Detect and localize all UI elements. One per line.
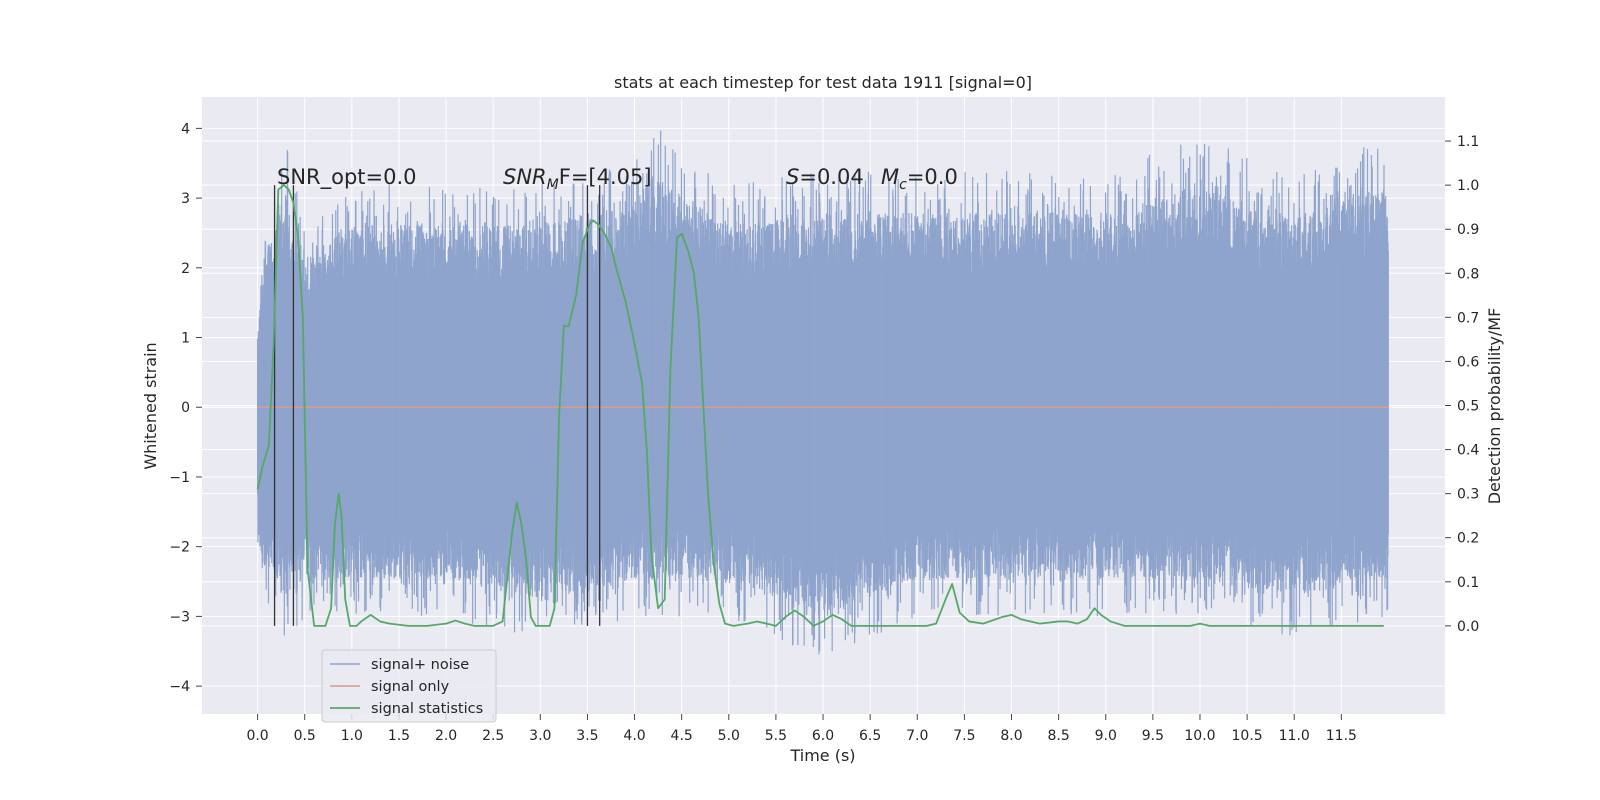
y-tick-label-left: −3 [169,609,190,625]
y-tick-label-right: 0.9 [1457,222,1479,238]
y-tick-label-left: 4 [181,121,190,137]
vertical-markers [273,185,601,626]
x-tick-label: 0.5 [294,728,316,744]
annotation-snr-mf-rest: F=[4.05] [559,165,652,189]
y-tick-label-right: 0.3 [1457,487,1479,503]
annotation-stat-mc-value: =0.0 [907,165,958,189]
x-tick-label: 1.5 [388,728,410,744]
x-tick-label: 1.0 [341,728,363,744]
x-tick-label: 8.5 [1047,728,1069,744]
y-tick-label-right: 0.0 [1457,619,1479,635]
annotation-snr-mf: SNRMF=[4.05] [503,165,652,193]
annotation-stat-s: S=0.04 [786,165,864,189]
x-tick-label: 3.5 [576,728,598,744]
x-tick-label: 9.5 [1142,728,1164,744]
annotation-snr-mf-sub: M [547,177,559,193]
y-axis-label-left: Whitened strain [141,342,160,469]
x-tick-label: 8.0 [1000,728,1022,744]
x-tick-labels: 0.0 0.5 1.0 1.5 2.0 2.5 3.0 3.5 4.0 4.5 5.0 5.5 6.0 6… [246,714,1357,744]
x-tick-label: 4.0 [623,728,645,744]
x-tick-label: 0.0 [246,728,268,744]
series-signal-statistics [256,184,1384,627]
x-tick-label: 4.5 [671,728,693,744]
y-tick-labels-left: 4 3 2 1 0 −1 −2 −3 −4 [169,121,202,695]
legend-label-signal-statistics: signal statistics [371,701,483,717]
legend-label-signal-noise: signal+ noise [371,657,469,673]
y-tick-label-right: 0.1 [1457,575,1479,591]
y-tick-label-right: 0.8 [1457,266,1479,282]
y-tick-label-right: 0.5 [1457,399,1479,415]
series-signal-noise [257,130,1389,655]
x-tick-label: 5.5 [765,728,787,744]
x-tick-label: 11.5 [1326,728,1357,744]
y-tick-label-left: 2 [181,261,190,277]
y-tick-label-right: 0.7 [1457,310,1479,326]
annotation-stat-s-value: =0.04 [799,165,863,189]
y-tick-label-left: 3 [181,191,190,207]
y-tick-label-left: −4 [169,679,190,695]
x-tick-label: 10.5 [1232,728,1263,744]
x-tick-label: 5.0 [718,728,740,744]
x-tick-label: 3.0 [529,728,551,744]
y-tick-label-left: 0 [181,400,190,416]
y-tick-label-right: 0.2 [1457,531,1479,547]
y-axis-label-right: Detection probability/MF [1485,308,1504,505]
y-tick-label-left: 1 [181,331,190,347]
x-tick-label: 2.0 [435,728,457,744]
x-tick-label: 6.0 [812,728,834,744]
x-tick-label: 9.0 [1095,728,1117,744]
legend-label-signal-only: signal only [371,679,450,695]
x-tick-label: 10.0 [1184,728,1215,744]
legend-box [321,649,497,723]
y-tick-label-left: −2 [169,540,190,556]
y-tick-label-left: −1 [169,470,190,486]
x-tick-label: 11.0 [1279,728,1310,744]
x-tick-label: 7.0 [906,728,928,744]
annotation-stat-mc-sub: c [899,177,907,193]
x-tick-label: 6.5 [859,728,881,744]
annotation-stat-mc: Mc=0.0 [881,165,958,193]
x-tick-label: 2.5 [482,728,504,744]
series-line-signal-statistics [256,184,1384,627]
annotation-snr-opt: SNR_opt=0.0 [277,165,417,190]
chart-title: stats at each timestep for test data 191… [614,73,1032,92]
x-axis-label: Time (s) [789,746,855,765]
annotation-snr-mf-main: SNR [503,165,547,189]
y-tick-label-right: 1.0 [1457,178,1479,194]
x-tick-label: 7.5 [953,728,975,744]
y-tick-labels-right: 1.1 1.0 0.9 0.8 0.7 0.6 0.5 0.4 0.3 0.2 0.1 0.0 [1445,134,1479,635]
annotation-stat-s-symbol: S [786,165,799,189]
y-tick-label-right: 0.4 [1457,443,1479,459]
legend: signal+ noise signal only signal statist… [321,649,497,723]
y-tick-label-right: 0.6 [1457,354,1479,370]
y-tick-label-right: 1.1 [1457,134,1479,150]
annotation-stat-mc-symbol: M [881,165,899,189]
